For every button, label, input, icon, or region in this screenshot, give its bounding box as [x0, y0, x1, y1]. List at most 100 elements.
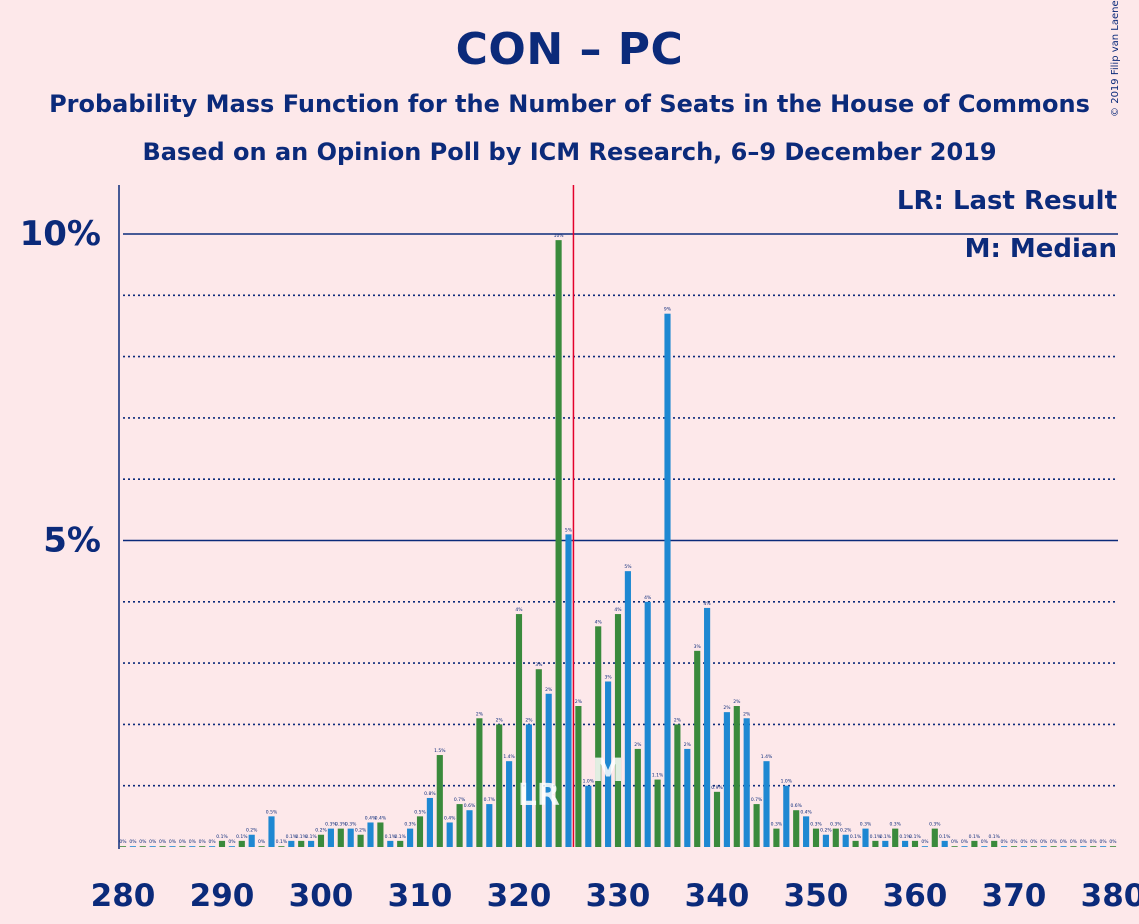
bar-label-291: 0%: [228, 839, 236, 845]
bar-label-359: 0.1%: [899, 834, 911, 840]
x-tick-label: 320: [487, 878, 552, 914]
bar-356: [872, 840, 879, 847]
bar-label-349: 0.4%: [800, 809, 812, 815]
bar-label-292: 0.1%: [236, 834, 248, 840]
x-tick-label: 310: [388, 878, 453, 914]
bar-label-356: 0.1%: [870, 834, 882, 840]
bar-354: [852, 840, 859, 847]
bar-label-369: 0%: [1001, 839, 1009, 845]
bar-label-361: 0%: [921, 839, 929, 845]
bar-label-314: 0.7%: [454, 797, 466, 803]
bar-label-360: 0.1%: [909, 834, 921, 840]
bar-label-365: 0%: [961, 839, 969, 845]
bar-332: [634, 748, 641, 847]
bar-362: [931, 828, 938, 847]
legend-median: M: Median: [965, 234, 1117, 264]
bar-label-306: 0.4%: [375, 815, 387, 821]
bar-301: [327, 828, 334, 847]
bar-296: [278, 846, 285, 847]
bar-label-322: 3%: [535, 662, 543, 668]
bar-label-332: 2%: [634, 742, 642, 748]
bar-333: [644, 601, 651, 847]
bar-338: [694, 650, 701, 847]
legend-last-result: LR: Last Result: [897, 186, 1117, 216]
bar-label-297: 0.1%: [286, 834, 298, 840]
bar-318: [496, 724, 503, 847]
x-tick-label: 280: [91, 878, 156, 914]
bar-label-309: 0.3%: [404, 822, 416, 828]
bar-302: [337, 828, 344, 847]
bar-label-299: 0.1%: [305, 834, 317, 840]
bar-label-368: 0.1%: [988, 834, 1000, 840]
bar-label-281: 0%: [129, 839, 137, 845]
bar-379: [1100, 846, 1107, 847]
chart-subtitle: Probability Mass Function for the Number…: [49, 90, 1090, 118]
bar-label-324: 10%: [554, 233, 565, 239]
bar-label-282: 0%: [139, 839, 147, 845]
bar-353: [842, 834, 849, 847]
bar-290: [218, 840, 226, 847]
bar-label-338: 3%: [694, 644, 702, 650]
x-tick-label: 370: [982, 878, 1047, 914]
bar-371: [1020, 846, 1027, 847]
bar-300: [317, 834, 325, 847]
bar-label-317: 0.7%: [484, 797, 496, 803]
bar-label-307: 0.1%: [385, 834, 397, 840]
bar-label-295: 0.5%: [266, 809, 278, 815]
bar-342: [733, 706, 740, 847]
bar-325: [565, 534, 572, 847]
bar-311: [426, 797, 433, 847]
bar-label-367: 0%: [981, 839, 989, 845]
bar-label-376: 0%: [1070, 839, 1078, 845]
bar-343: [743, 718, 750, 847]
bar-label-366: 0.1%: [969, 834, 981, 840]
bar-label-283: 0%: [149, 839, 157, 845]
bar-label-280: 0%: [119, 839, 127, 845]
bar-358: [892, 828, 899, 847]
bar-306: [377, 822, 384, 847]
bar-287: [189, 846, 196, 847]
bar-label-284: 0%: [159, 839, 167, 845]
bar-label-331: 5%: [624, 564, 632, 570]
bar-label-285: 0%: [169, 839, 177, 845]
bar-label-371: 0%: [1020, 839, 1028, 845]
bar-337: [684, 748, 691, 847]
bar-336: [674, 724, 681, 847]
bar-label-288: 0%: [199, 839, 207, 845]
bar-label-286: 0%: [179, 839, 187, 845]
bar-357: [882, 840, 889, 847]
bar-330: [614, 614, 622, 847]
bar-label-341: 2%: [723, 705, 731, 711]
bar-307: [387, 840, 394, 847]
bar-289: [209, 846, 216, 847]
bar-label-374: 0%: [1050, 839, 1058, 845]
bar-label-344: 0.7%: [751, 797, 763, 803]
bar-label-335: 9%: [664, 307, 672, 313]
bar-label-330: 4%: [614, 607, 622, 613]
bar-314: [456, 804, 463, 847]
bar-label-345: 1.4%: [761, 754, 773, 760]
bar-label-325: 5%: [565, 527, 573, 533]
bar-label-380: 0%: [1109, 839, 1117, 845]
bar-324: [555, 240, 562, 847]
bar-label-348: 0.6%: [790, 803, 802, 809]
x-tick-label: 290: [190, 878, 255, 914]
bar-313: [446, 822, 453, 847]
bar-label-312: 1.5%: [434, 748, 446, 754]
bar-label-329: 3%: [605, 674, 613, 680]
bar-label-364: 0%: [951, 839, 959, 845]
bar-365: [961, 846, 968, 847]
bar-326: [575, 706, 582, 847]
median-marker: M: [592, 751, 624, 789]
bar-327: [585, 785, 592, 847]
bar-316: [476, 718, 483, 847]
bar-380: [1109, 846, 1117, 847]
bar-label-311: 0.8%: [424, 791, 436, 797]
bar-283: [149, 846, 156, 847]
bar-340: [713, 791, 721, 847]
bar-label-358: 0.3%: [889, 822, 901, 828]
bar-label-304: 0.2%: [355, 828, 367, 834]
bar-309: [407, 828, 414, 847]
bar-374: [1050, 846, 1057, 847]
bar-376: [1070, 846, 1077, 847]
